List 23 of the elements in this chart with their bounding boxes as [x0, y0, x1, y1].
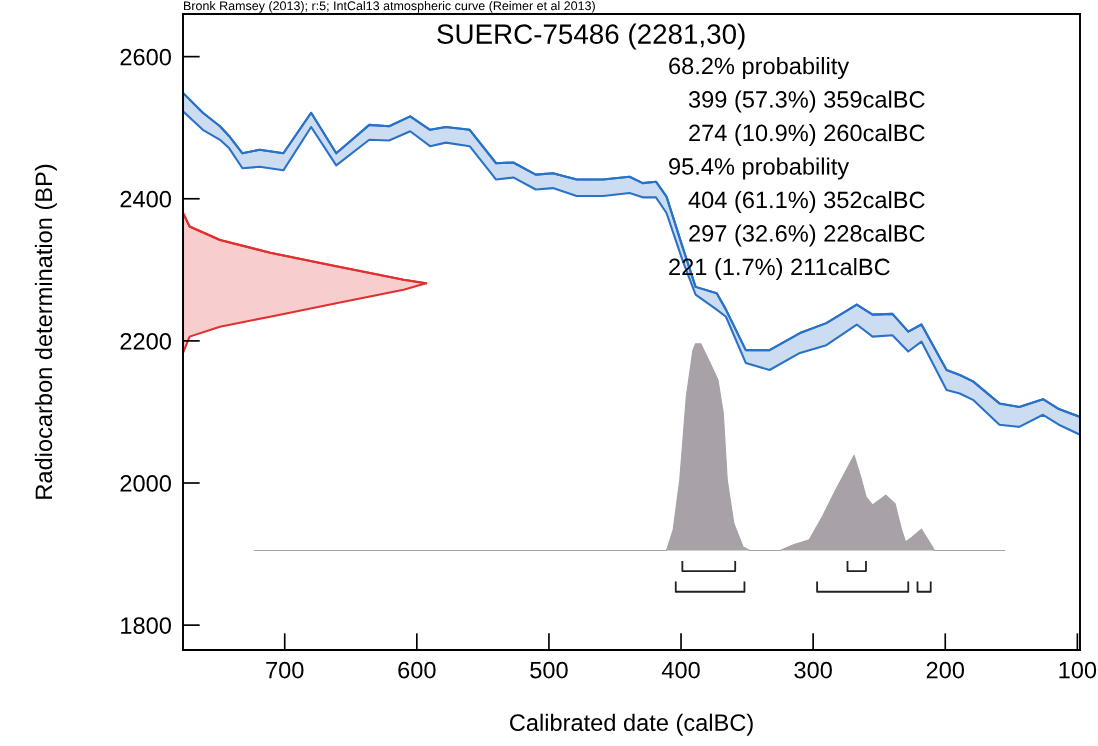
- x-axis-title: Calibrated date (calBC): [510, 713, 753, 736]
- x-tick-label: 700: [266, 661, 304, 679]
- x-tick-label: 300: [794, 661, 832, 679]
- text: Bronk Ramsey (2013); r:5; IntCal13 atmospheric curve (Reimer et al 2013): [184, 1, 595, 13]
- chart-title: SUERC-75486 (2281,30): [437, 23, 745, 50]
- y-tick-label: 2600: [120, 48, 171, 66]
- annotation: 68.2% probability: [669, 57, 850, 79]
- x-tick-label: 500: [530, 661, 568, 679]
- x-tick-label: 100: [1059, 661, 1097, 679]
- x-tick-label: 200: [926, 661, 965, 679]
- y-tick-label: 2200: [120, 332, 171, 350]
- annotation: 399 (57.3%) 359calBC: [688, 90, 925, 113]
- y-tick-label: 2000: [120, 475, 171, 492]
- annotation: 297 (32.6%) 228calBC: [689, 224, 925, 247]
- line-series: [183, 211, 428, 285]
- y-axis-title: Radiocarbon determination (BP): [34, 164, 57, 499]
- annotation: 274 (10.9%) 260calBC: [689, 124, 925, 146]
- x-tick-label: 600: [398, 661, 436, 679]
- annotation: 95.4% probability: [669, 157, 850, 180]
- y-tick-label: 1800: [121, 617, 171, 634]
- y-tick-label: 2400: [120, 190, 171, 208]
- annotation: 404 (61.1%) 352calBC: [688, 191, 925, 213]
- x-tick-label: 400: [661, 661, 700, 679]
